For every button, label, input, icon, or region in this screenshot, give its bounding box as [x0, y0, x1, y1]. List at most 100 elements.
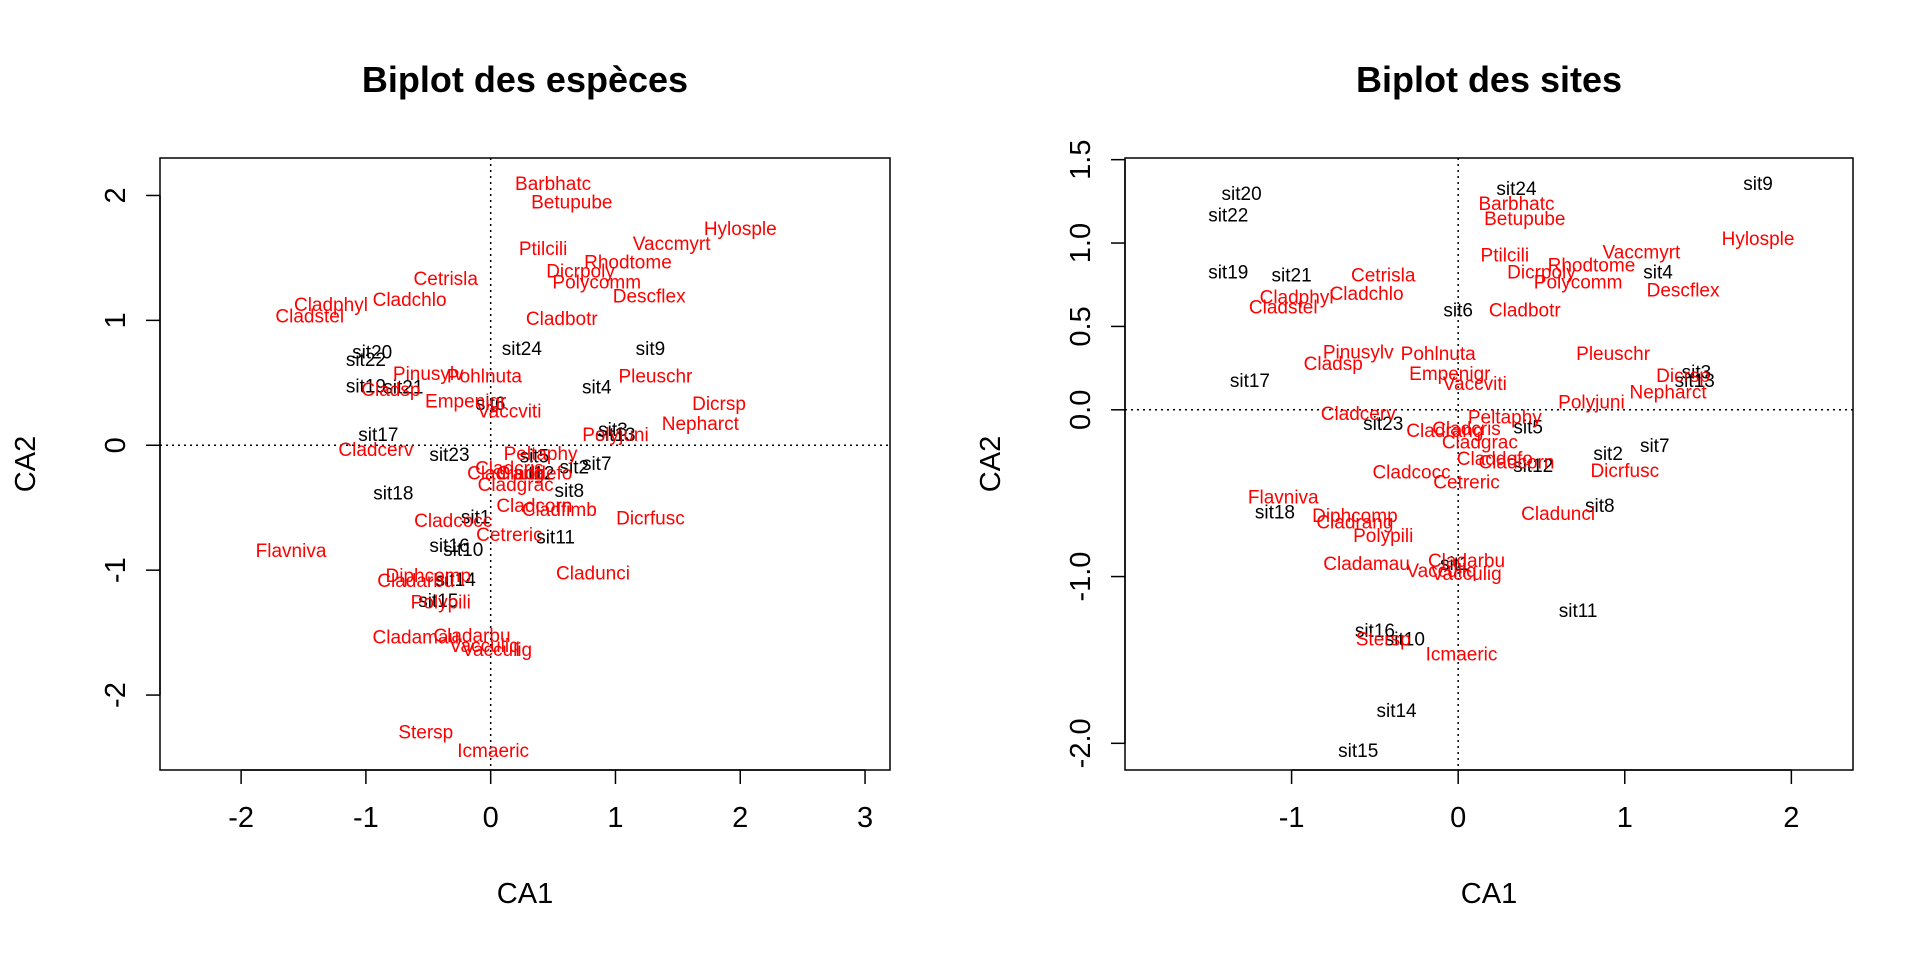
species-label: Vacculig [1431, 564, 1501, 585]
species-label: Nepharct [1630, 382, 1708, 403]
y-axis: -2 -1 0 1 2 CA2 [10, 187, 161, 708]
species-label: Dicrfusc [616, 509, 685, 530]
species-label: Peltaphy [504, 444, 578, 465]
species-label: Claddefo [1457, 449, 1533, 470]
y-tick-label: -1 [100, 557, 132, 583]
species-label: Polycomm [1534, 272, 1623, 293]
species-label: Cladphyl [294, 295, 368, 316]
y-tick-label: 1.0 [1065, 223, 1097, 263]
species-label: Pleuschr [1576, 344, 1651, 365]
x-tick-label: 1 [607, 802, 623, 834]
site-label: sit14 [1376, 701, 1417, 722]
site-label: sit9 [1743, 174, 1773, 195]
species-label: Rhodtome [584, 253, 672, 274]
species-label: Cladcorn [1478, 452, 1554, 473]
site-label: sit23 [1363, 414, 1403, 435]
species-label: Vaccviti [1443, 374, 1507, 395]
species-label: Cladcorn [496, 496, 572, 517]
site-label: sit5 [520, 446, 550, 467]
x-tick-label: 2 [732, 802, 748, 834]
site-label: sit14 [436, 570, 477, 591]
species-label: Cladbotr [526, 309, 598, 330]
species-label: Cladunci [1521, 504, 1595, 525]
species-label: Cladcocc [414, 511, 492, 532]
species-label: Dicrfusc [1590, 461, 1659, 482]
y-tick-label: -2 [100, 682, 132, 708]
x-tick-label: -1 [1279, 802, 1305, 834]
site-label: sit1 [1440, 554, 1470, 575]
species-label: Vacculiq [449, 636, 519, 657]
x-axis: -1 0 1 2 CA1 [1279, 769, 1799, 910]
species-label: Claddefo [496, 464, 572, 485]
y-tick-label: 0.0 [1065, 390, 1097, 430]
species-label: Empenigr [425, 391, 507, 412]
y-tick-label: 1.5 [1065, 140, 1097, 180]
species-label: Betupube [1484, 209, 1565, 230]
x-axis: -2 -1 0 1 2 3 CA1 [228, 769, 873, 910]
y-tick-label: 1 [100, 312, 132, 328]
site-label: sit7 [582, 454, 612, 475]
chart-title: Biplot des sites [1356, 59, 1622, 100]
species-label: Rhodtome [1548, 256, 1636, 277]
species-label: Ptilcili [519, 239, 568, 260]
species-label: Icmaeric [457, 741, 529, 762]
site-label: sit17 [358, 425, 398, 446]
species-label: Flavniva [1248, 488, 1319, 509]
species-label: Hylosple [704, 219, 777, 240]
species-label: Cladcerv [338, 440, 413, 461]
chart-panel-1: Biplot des espèces -2 -1 0 1 2 3 CA1 -2 -1 0 1 2 CA2 s… [10, 59, 891, 910]
site-label: sit19 [1208, 262, 1248, 283]
site-label: sit16 [429, 536, 469, 557]
site-label: sit1 [461, 507, 491, 528]
species-label: Dicrsp [692, 394, 746, 415]
species-label: Cladrang [1406, 421, 1483, 442]
y-tick-label: 0.5 [1065, 306, 1097, 346]
species-label: Nepharct [662, 414, 740, 435]
site-label: sit20 [352, 343, 392, 364]
site-label: sit22 [346, 350, 386, 371]
species-label: Cladrang [1316, 513, 1393, 534]
species-label: Peltaphy [1468, 407, 1542, 428]
site-label: sit2 [1593, 444, 1623, 465]
x-tick-label: 0 [1450, 802, 1466, 834]
species-label: Diphcomp [386, 566, 472, 587]
species-label: Pohlnuta [447, 366, 522, 387]
site-label: sit7 [1640, 436, 1670, 457]
species-label: Vaccmyrt [1603, 242, 1681, 263]
species-label: Barbhatc [515, 174, 591, 195]
site-label: sit6 [476, 394, 506, 415]
species-label: Cladarbu [1428, 551, 1505, 572]
species-label: Cladrang [467, 464, 544, 485]
species-label: Icmaeric [1426, 644, 1498, 665]
species-label: Polypili [1353, 526, 1413, 547]
species-label: Cladfimb [522, 500, 597, 521]
x-tick-label: -2 [228, 802, 254, 834]
species-label: Cetrisla [1351, 266, 1416, 287]
species-label: Pinusylv [393, 364, 464, 385]
site-label: sit23 [429, 445, 469, 466]
site-label: sit3 [1682, 362, 1712, 383]
species-label: Vaccmyrt [633, 234, 711, 255]
site-label: sit15 [418, 591, 458, 612]
y-tick-label: -2.0 [1065, 718, 1097, 768]
site-label: sit17 [1230, 371, 1270, 392]
site-label: sit3 [598, 420, 628, 441]
species-label: Empenigr [1409, 364, 1491, 385]
species-label: Cladarbu [433, 626, 510, 647]
species-label: Cladgrac [1442, 432, 1518, 453]
site-label: sit18 [373, 484, 413, 505]
species-label: Cladgrac [478, 475, 554, 496]
x-tick-label: 2 [1783, 802, 1799, 834]
site-label: sit21 [1272, 266, 1312, 287]
site-label: sit6 [1443, 301, 1473, 322]
species-label: Cladunci [556, 564, 630, 585]
species-label: Diphcomp [1312, 506, 1398, 527]
species-label: Cladcocc [1372, 463, 1450, 484]
species-label: Cladamau [1323, 554, 1410, 575]
site-label: sit5 [1513, 417, 1543, 438]
species-label: Pleuschr [618, 366, 693, 387]
site-label: sit24 [502, 339, 543, 360]
species-label: Cladbotr [1489, 301, 1561, 322]
